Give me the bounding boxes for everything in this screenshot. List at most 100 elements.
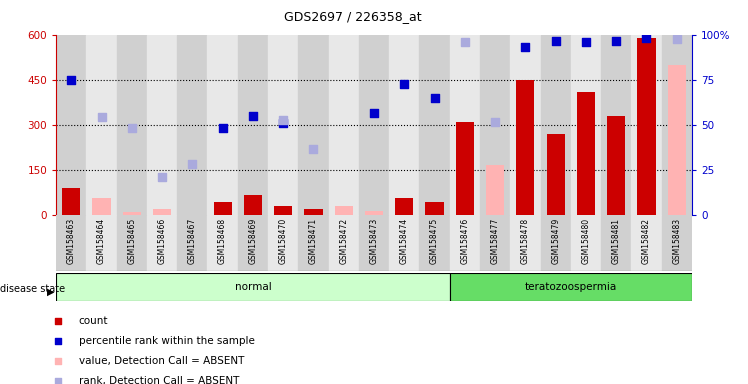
Bar (601, 215, 631, 271)
Bar (450, 273, 692, 301)
Text: ▶: ▶ (47, 287, 55, 297)
Bar (510, 215, 541, 271)
Bar (450, 35, 480, 215)
Point (610, 38, 622, 44)
Bar (577, 92, 595, 215)
Text: normal: normal (235, 282, 272, 292)
Bar (86, 35, 117, 215)
Bar (510, 35, 541, 215)
Bar (268, 215, 298, 271)
Text: GSM158467: GSM158467 (188, 218, 197, 264)
Bar (359, 35, 389, 215)
Point (640, 35, 652, 41)
Bar (238, 35, 268, 215)
Bar (62, 188, 80, 215)
Bar (238, 215, 268, 271)
Point (459, 39, 470, 45)
Bar (93, 199, 111, 215)
Text: GSM158477: GSM158477 (491, 218, 500, 264)
Text: GSM158464: GSM158464 (97, 218, 106, 264)
Text: disease state: disease state (0, 284, 65, 294)
Bar (365, 210, 383, 215)
Point (186, 161, 198, 167)
Bar (668, 65, 686, 215)
Bar (298, 35, 328, 215)
Point (96, 114, 108, 120)
Bar (389, 215, 420, 271)
Bar (117, 215, 147, 271)
Bar (86, 215, 117, 271)
Bar (480, 35, 510, 215)
Text: GDS2697 / 226358_at: GDS2697 / 226358_at (284, 10, 422, 23)
Bar (56, 35, 86, 215)
Bar (571, 35, 601, 215)
Bar (244, 195, 262, 215)
Point (278, 117, 289, 123)
Text: percentile rank within the sample: percentile rank within the sample (79, 336, 254, 346)
Text: GSM158482: GSM158482 (642, 218, 651, 264)
Point (498, 133, 510, 139)
Text: value, Detection Call = ABSENT: value, Detection Call = ABSENT (79, 356, 244, 366)
Bar (298, 215, 328, 271)
Bar (480, 215, 510, 271)
Point (247, 113, 259, 119)
Bar (207, 35, 238, 215)
Text: GSM158463: GSM158463 (67, 218, 76, 264)
Bar (571, 215, 601, 271)
Point (156, 174, 168, 180)
Text: GSM158481: GSM158481 (612, 218, 621, 264)
Bar (541, 35, 571, 215)
Bar (268, 35, 298, 215)
Bar (456, 122, 474, 215)
Text: GSM158473: GSM158473 (370, 218, 378, 264)
Text: GSM158478: GSM158478 (521, 218, 530, 264)
Bar (328, 215, 359, 271)
Bar (662, 215, 692, 271)
Text: GSM158468: GSM158468 (218, 218, 227, 264)
Bar (631, 215, 662, 271)
Bar (547, 134, 565, 215)
Point (519, 43, 531, 50)
Text: teratozoospermia: teratozoospermia (524, 282, 617, 292)
Point (550, 38, 562, 44)
Bar (147, 215, 177, 271)
Bar (123, 212, 141, 215)
Text: count: count (79, 316, 108, 326)
Point (217, 125, 229, 131)
Text: GSM158471: GSM158471 (309, 218, 318, 264)
Bar (426, 202, 444, 215)
Point (429, 95, 441, 101)
Text: GSM158465: GSM158465 (127, 218, 136, 264)
Bar (147, 35, 177, 215)
Bar (177, 215, 207, 271)
Bar (177, 35, 207, 215)
Bar (56, 273, 450, 301)
Bar (153, 209, 171, 215)
Bar (420, 35, 450, 215)
Text: GSM158470: GSM158470 (279, 218, 288, 264)
Bar (334, 206, 353, 215)
Text: GSM158472: GSM158472 (340, 218, 349, 264)
Point (398, 81, 410, 87)
Point (498, 314, 510, 321)
Bar (207, 215, 238, 271)
Bar (117, 35, 147, 215)
Bar (631, 35, 662, 215)
Bar (389, 35, 420, 215)
Bar (213, 202, 232, 215)
Text: GSM158474: GSM158474 (399, 218, 408, 264)
Point (307, 146, 319, 152)
Point (368, 110, 380, 116)
Bar (607, 116, 625, 215)
Text: GSM158476: GSM158476 (460, 218, 469, 264)
Bar (304, 209, 322, 215)
Point (671, 36, 683, 42)
Bar (637, 38, 655, 215)
Bar (328, 35, 359, 215)
Bar (56, 215, 86, 271)
Text: rank, Detection Call = ABSENT: rank, Detection Call = ABSENT (79, 376, 239, 384)
Text: GSM158483: GSM158483 (672, 218, 681, 264)
Bar (601, 35, 631, 215)
Bar (395, 199, 414, 215)
Text: GSM158466: GSM158466 (158, 218, 167, 264)
